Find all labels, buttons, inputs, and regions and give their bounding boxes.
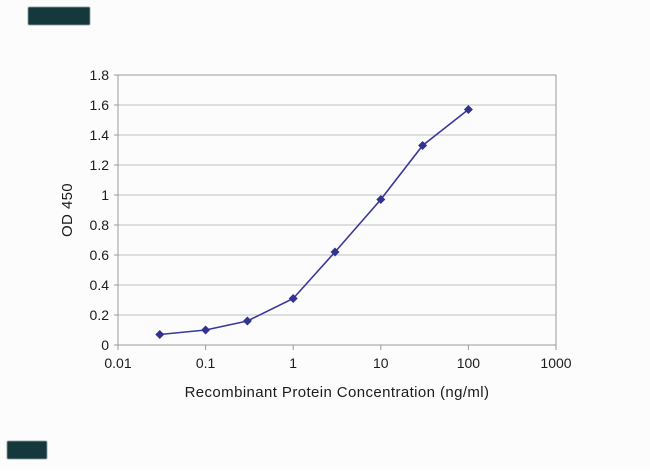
y-tick-label: 1 — [101, 187, 109, 203]
plot-frame — [117, 74, 557, 346]
y-tick-label: 0.2 — [90, 307, 110, 323]
y-tick-label: 0 — [101, 337, 109, 353]
data-point-marker — [330, 247, 340, 257]
data-point-marker — [201, 325, 211, 335]
data-point-marker — [288, 294, 298, 303]
data-point-marker — [376, 195, 386, 204]
x-axis-title: Recombinant Protein Concentration (ng/ml… — [185, 384, 490, 401]
x-axis: 0.01 0.1 1 10 100 1000 — [104, 345, 572, 371]
data-point-marker — [155, 330, 165, 339]
data-series — [155, 105, 473, 339]
series-line — [159, 108, 469, 336]
axis-titles: Recombinant Protein Concentration (ng/ml… — [59, 183, 489, 401]
x-tick-label: 100 — [457, 355, 481, 371]
gridlines — [118, 74, 556, 346]
y-tick-label: 0.6 — [90, 247, 110, 263]
y-tick-label: 0.4 — [90, 277, 110, 293]
y-tick-label: 1.8 — [90, 67, 110, 83]
y-axis-title: OD 450 — [59, 183, 76, 237]
x-tick-label: 0.01 — [104, 355, 131, 371]
data-point-marker — [242, 316, 252, 326]
top-left-bar — [28, 7, 90, 25]
y-tick-label: 1.2 — [90, 157, 110, 173]
bottom-left-bar — [7, 441, 47, 459]
y-tick-label: 1.6 — [90, 97, 110, 113]
y-axis: 0 0.2 0.4 0.6 0.8 1 1.2 1.4 1.6 1.8 — [90, 67, 118, 353]
y-tick-label: 1.4 — [90, 127, 110, 143]
x-tick-label: 1000 — [540, 355, 571, 371]
data-point-marker — [463, 105, 473, 114]
data-point-marker — [418, 141, 428, 150]
x-tick-label: 1 — [289, 355, 297, 371]
x-tick-label: 0.1 — [196, 355, 216, 371]
x-tick-label: 10 — [373, 355, 389, 371]
y-tick-label: 0.8 — [90, 217, 110, 233]
